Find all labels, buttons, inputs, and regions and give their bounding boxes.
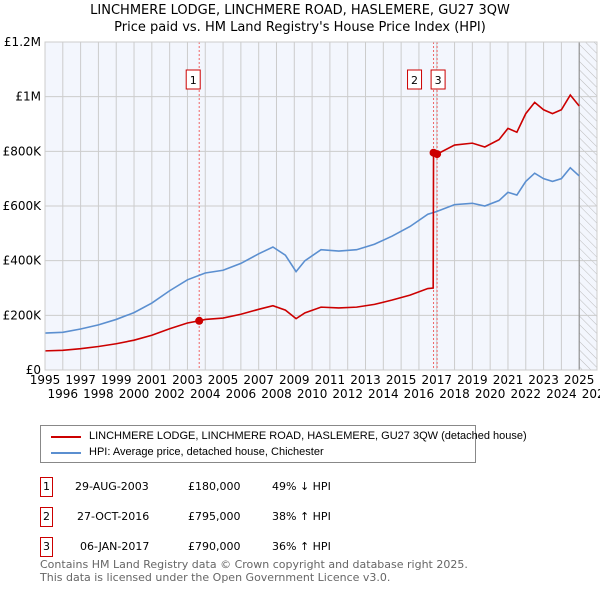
- x-tick-label-2009: 2009: [279, 373, 310, 387]
- sale-hpi-diff: 38% ↑ HPI: [272, 510, 331, 523]
- y-tick-label: £1.2M: [4, 35, 41, 49]
- x-tick-label-2025: 2025: [564, 373, 595, 387]
- y-tick-label: £0: [26, 363, 41, 377]
- x-tick-label-1996: 1996: [48, 387, 79, 401]
- x-tick-label-2010: 2010: [297, 387, 328, 401]
- x-tick-label-1999: 1999: [101, 373, 132, 387]
- legend-swatch-hpi: [51, 451, 81, 454]
- price-chart: 1995199619971998199920002001200220032004…: [3, 35, 600, 401]
- sale-number-badge: 3: [40, 537, 53, 557]
- sale-hpi-diff: 49% ↓ HPI: [272, 480, 331, 493]
- sale-label-rect: [430, 69, 446, 90]
- x-tick-label-2012: 2012: [332, 387, 363, 401]
- sale-date: 29-AUG-2003: [75, 480, 149, 493]
- x-tick-label-2018: 2018: [439, 387, 470, 401]
- x-tick-label-2015: 2015: [386, 373, 417, 387]
- x-tick-label-2014: 2014: [368, 387, 399, 401]
- x-tick-label-2007: 2007: [243, 373, 274, 387]
- property-price-line: [44, 93, 580, 352]
- x-tick-label-2019: 2019: [457, 373, 488, 387]
- x-tick-label-2001: 2001: [137, 373, 168, 387]
- x-tick-label-1995: 1995: [30, 373, 61, 387]
- sale-label-box: 2: [407, 69, 423, 90]
- plot-border: [44, 41, 598, 371]
- x-tick-label-1997: 1997: [65, 373, 96, 387]
- x-tick-label-2003: 2003: [172, 373, 203, 387]
- sale-label-rect: [407, 69, 423, 90]
- hpi-line: [44, 166, 580, 334]
- sale-hpi-diff: 36% ↑ HPI: [272, 540, 331, 553]
- y-tick-label: £600K: [3, 199, 43, 213]
- x-tick-label-2017: 2017: [421, 373, 452, 387]
- sale-price: £790,000: [188, 540, 241, 553]
- sale-point: [433, 150, 442, 159]
- chart-subtitle: Price paid vs. HM Land Registry's House …: [114, 20, 486, 35]
- x-tick-label-2026: 2026: [582, 387, 600, 401]
- x-tick-label-2020: 2020: [475, 387, 506, 401]
- x-tick-label-2024: 2024: [546, 387, 577, 401]
- x-tick-label-2013: 2013: [350, 373, 381, 387]
- x-tick-label-2016: 2016: [404, 387, 435, 401]
- sale-label-box: 1: [185, 69, 201, 90]
- sale-number-badge: 1: [40, 477, 53, 497]
- y-tick-label: £400K: [3, 254, 43, 268]
- x-tick-label-2005: 2005: [208, 373, 239, 387]
- sale-label-number: 3: [435, 74, 442, 87]
- x-tick-label-2011: 2011: [315, 373, 346, 387]
- y-tick-label: £800K: [3, 144, 43, 158]
- sale-date: 06-JAN-2017: [80, 540, 150, 553]
- x-tick-label-2006: 2006: [226, 387, 257, 401]
- sale-price: £795,000: [188, 510, 241, 523]
- x-tick-label-2022: 2022: [511, 387, 542, 401]
- x-tick-label-2008: 2008: [261, 387, 292, 401]
- sale-price: £180,000: [188, 480, 241, 493]
- footer: Contains HM Land Registry data © Crown c…: [40, 558, 468, 584]
- legend-label-property: LINCHMERE LODGE, LINCHMERE ROAD, HASLEME…: [89, 430, 527, 442]
- chart-title: LINCHMERE LODGE, LINCHMERE ROAD, HASLEME…: [90, 3, 510, 18]
- sale-number-badge: 2: [40, 507, 53, 527]
- x-tick-label-2021: 2021: [493, 373, 524, 387]
- footer-line-1: Contains HM Land Registry data © Crown c…: [40, 558, 468, 571]
- sale-label-number: 1: [190, 74, 197, 87]
- x-tick-label-1998: 1998: [83, 387, 114, 401]
- x-tick-label-2002: 2002: [154, 387, 185, 401]
- sale-label-rect: [185, 69, 201, 90]
- y-tick-label: £200K: [3, 308, 43, 322]
- footer-line-2: This data is licensed under the Open Gov…: [40, 571, 391, 584]
- legend-label-hpi: HPI: Average price, detached house, Chic…: [89, 446, 324, 458]
- legend-swatch-property: [51, 435, 81, 438]
- sale-label-box: 3: [430, 69, 446, 90]
- sale-date: 27-OCT-2016: [77, 510, 150, 523]
- x-tick-label-2023: 2023: [528, 373, 559, 387]
- sale-point: [195, 316, 204, 325]
- legend: LINCHMERE LODGE, LINCHMERE ROAD, HASLEME…: [40, 425, 527, 463]
- sale-label-number: 2: [411, 74, 418, 87]
- x-tick-label-2000: 2000: [119, 387, 150, 401]
- y-tick-label: £1M: [15, 90, 41, 104]
- x-tick-label-2004: 2004: [190, 387, 221, 401]
